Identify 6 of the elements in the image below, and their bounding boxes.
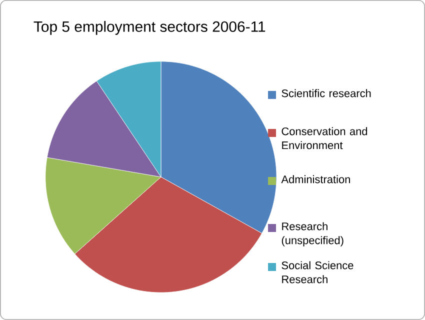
legend-label: Social Science Research (282, 261, 354, 284)
chart-title: Top 5 employment sectors 2006-11 (34, 20, 266, 35)
legend-label: Conservation and Environment (282, 127, 368, 150)
legend-label: Administration (281, 175, 350, 184)
legend-label: Scientific research (282, 89, 371, 98)
legend-label: Research (unspecified) (282, 222, 344, 246)
